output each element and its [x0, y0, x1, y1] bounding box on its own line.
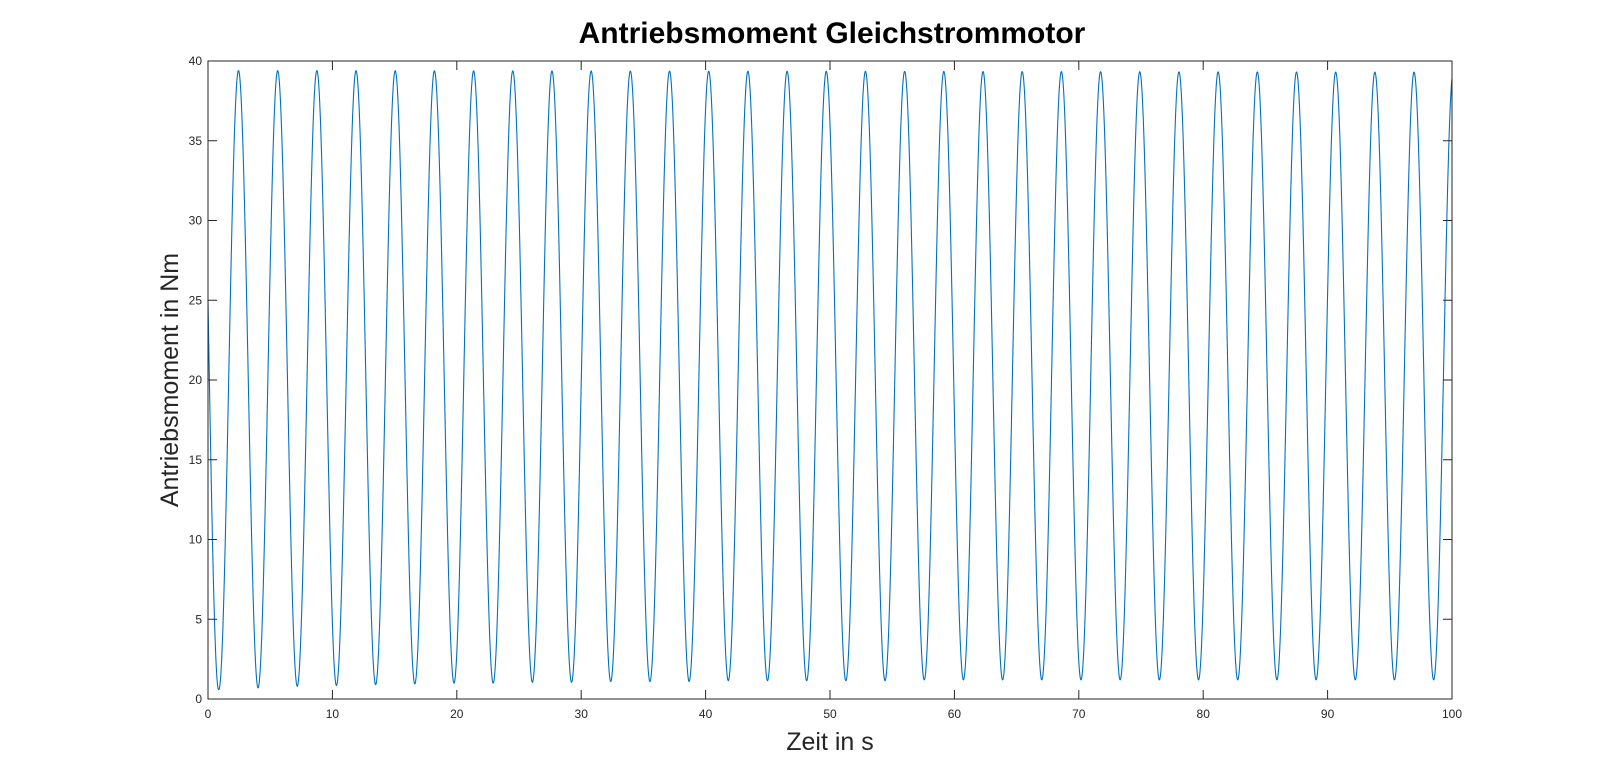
x-tick-label: 40 — [699, 707, 713, 721]
x-tick-label: 90 — [1321, 707, 1335, 721]
x-tick-label: 50 — [823, 707, 837, 721]
x-axis-ticks: 0 10 20 30 40 50 60 70 80 90 100 — [205, 61, 1462, 721]
y-tick-label: 0 — [195, 692, 202, 706]
y-axis-label: Antriebsmoment in Nm — [156, 253, 184, 507]
plot-background — [208, 61, 1452, 699]
y-tick-label: 20 — [189, 373, 203, 387]
x-tick-label: 70 — [1072, 707, 1086, 721]
chart-title: Antriebsmoment Gleichstrommotor — [579, 17, 1086, 50]
y-tick-label: 35 — [189, 134, 203, 148]
y-tick-label: 15 — [189, 453, 203, 467]
x-axis-label: Zeit in s — [786, 728, 874, 756]
x-tick-label: 0 — [205, 707, 212, 721]
x-tick-label: 60 — [948, 707, 962, 721]
y-tick-label: 30 — [189, 214, 203, 228]
y-tick-label: 5 — [195, 612, 202, 626]
x-tick-label: 80 — [1197, 707, 1211, 721]
series-line — [207, 69, 1453, 691]
y-tick-label: 10 — [189, 533, 203, 547]
x-tick-label: 100 — [1442, 707, 1462, 721]
x-tick-label: 20 — [450, 707, 464, 721]
plot-area — [207, 60, 1453, 700]
x-tick-label: 30 — [575, 707, 589, 721]
y-axis-ticks: 0 5 10 15 20 25 30 35 40 — [189, 54, 1452, 706]
series-layer — [207, 69, 1453, 691]
y-tick-label: 40 — [189, 54, 203, 68]
x-tick-label: 10 — [326, 707, 340, 721]
y-tick-label: 25 — [189, 293, 203, 307]
